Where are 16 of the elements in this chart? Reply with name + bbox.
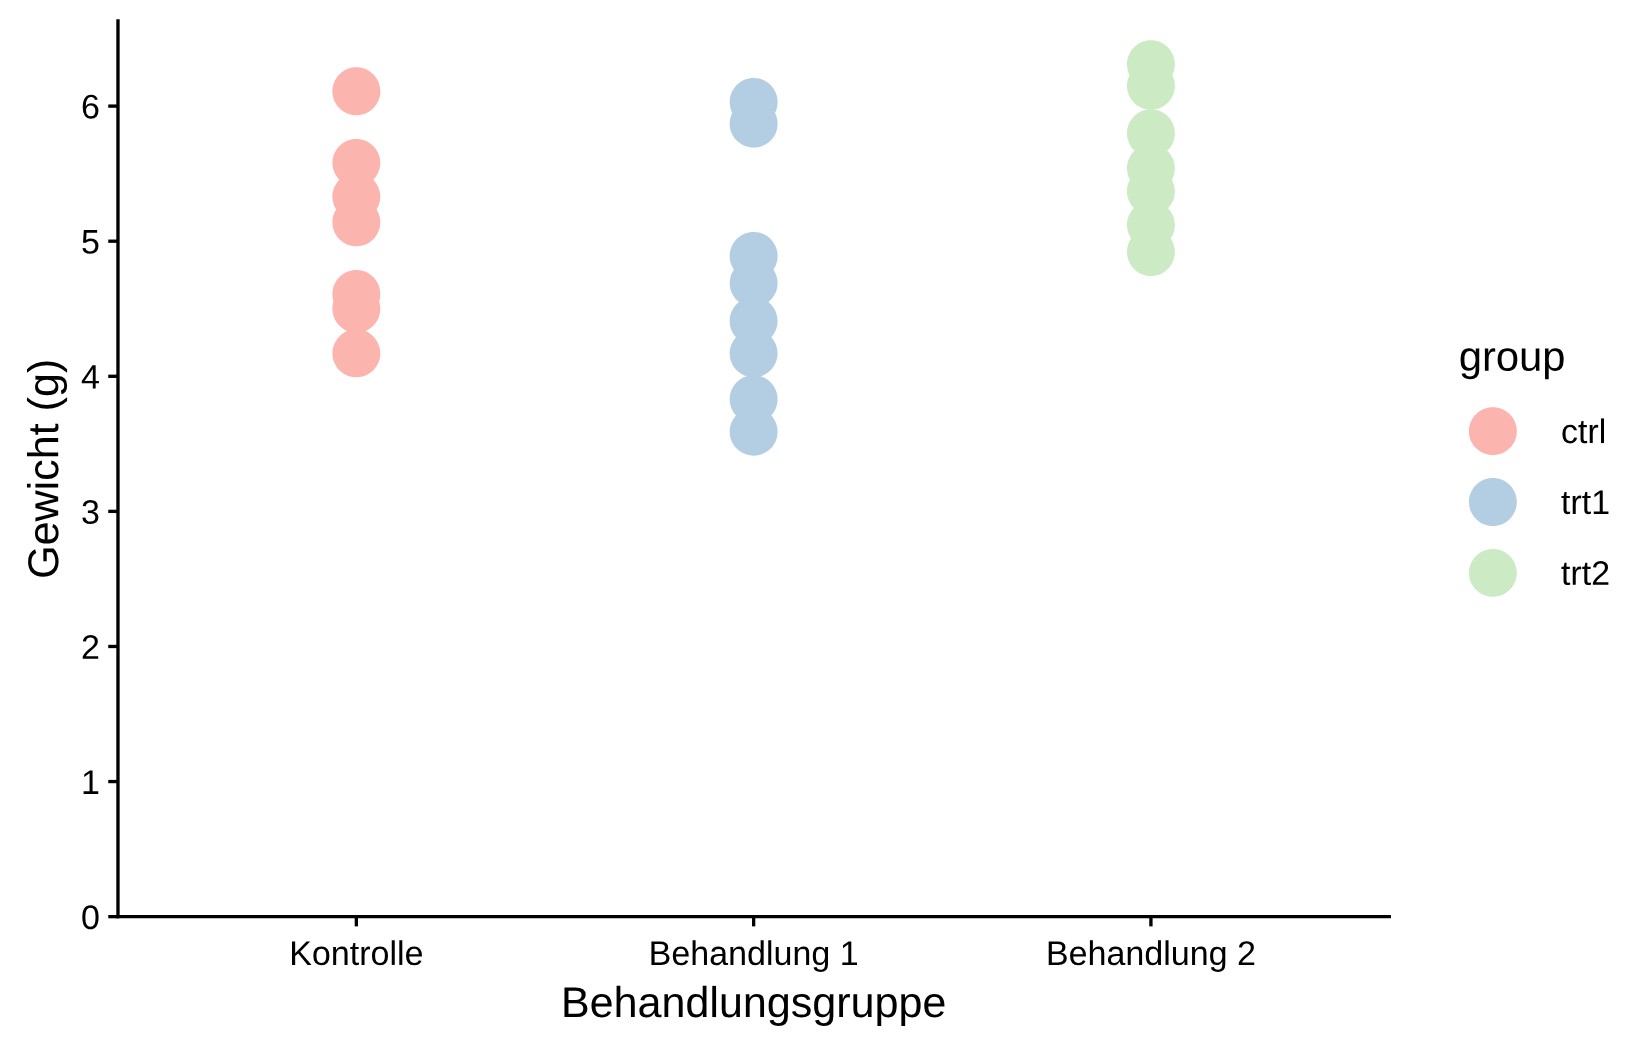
y-axis-title: Gewicht (g) (26, 361, 68, 577)
y-tick-label: 5 (82, 230, 99, 254)
x-tick-label: Behandlung 1 (651, 940, 857, 972)
legend-title: group (1460, 348, 1564, 380)
x-tick-label: Behandlung 2 (1048, 940, 1255, 972)
legend-label: trt2 (1561, 561, 1609, 586)
x-axis-title: Behandlungsgruppe (564, 985, 945, 1027)
x-tick-label: Kontrolle (291, 940, 422, 966)
y-tick-label: 1 (83, 770, 99, 794)
y-tick-label: 2 (82, 635, 99, 659)
y-tick-label: 6 (82, 94, 99, 119)
y-tick-label: 3 (82, 499, 99, 525)
legend-label: ctrl (1562, 418, 1605, 444)
y-tick-label: 0 (82, 905, 99, 930)
y-tick-label: 4 (81, 365, 99, 389)
legend-label: trt1 (1561, 490, 1609, 515)
